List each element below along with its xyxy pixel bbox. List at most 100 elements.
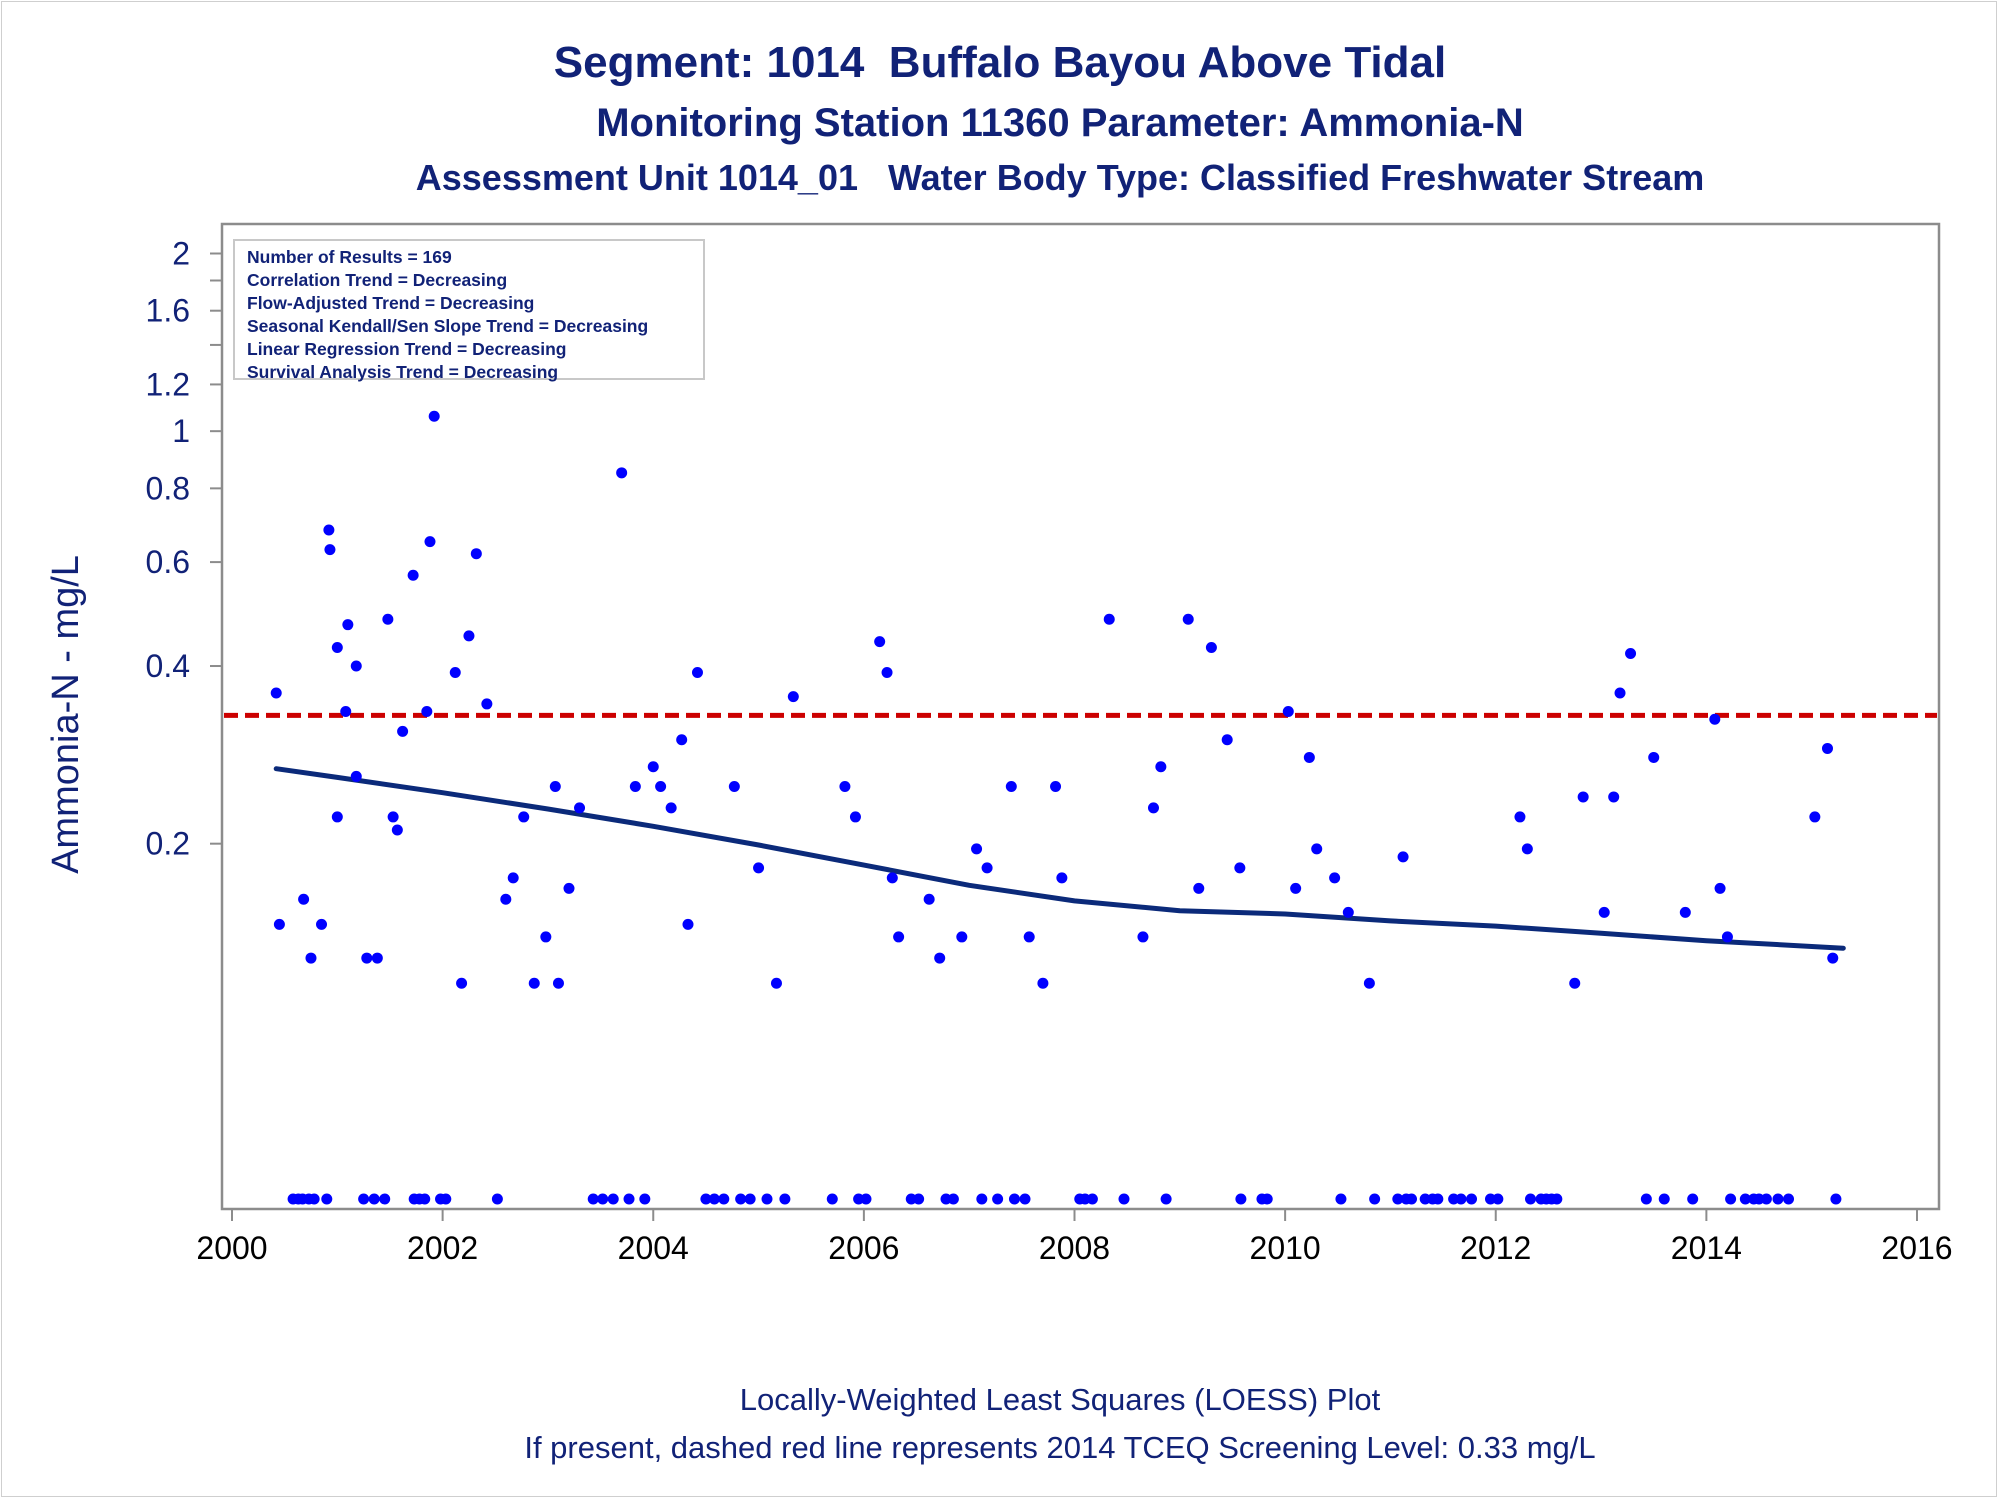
- data-point: [1608, 791, 1620, 803]
- data-point: [753, 862, 765, 874]
- data-point: [273, 918, 285, 930]
- data-point: [981, 862, 993, 874]
- data-point: [449, 667, 461, 679]
- y-tick-label: 1.6: [146, 293, 190, 329]
- data-point: [787, 691, 799, 703]
- censored-data-point: [913, 1193, 925, 1205]
- data-point: [1514, 811, 1526, 823]
- data-point: [324, 544, 336, 556]
- data-point: [1182, 613, 1194, 625]
- censored-data-point: [1008, 1193, 1020, 1205]
- censored-data-point: [1783, 1193, 1795, 1205]
- censored-data-point: [779, 1193, 791, 1205]
- x-tick-label: 2008: [1039, 1230, 1110, 1266]
- stats-line-results: Number of Results = 169: [247, 247, 452, 267]
- censored-data-point: [1739, 1193, 1751, 1205]
- data-point: [647, 761, 659, 773]
- censored-data-point: [744, 1193, 756, 1205]
- data-point: [1193, 882, 1205, 894]
- data-point: [934, 952, 946, 964]
- data-point: [1155, 761, 1167, 773]
- censored-data-point: [491, 1193, 503, 1205]
- data-point: [481, 698, 493, 710]
- data-point: [270, 687, 282, 699]
- censored-data-point: [1640, 1193, 1652, 1205]
- y-tick-label: 0.4: [146, 648, 190, 684]
- data-point: [1569, 977, 1581, 989]
- censored-data-point: [1235, 1193, 1247, 1205]
- stats-line-survival-analysis: Survival Analysis Trend = Decreasing: [247, 362, 559, 382]
- data-point: [1290, 882, 1302, 894]
- censored-data-point: [708, 1193, 720, 1205]
- censored-data-point: [419, 1193, 431, 1205]
- censored-data-point: [1760, 1193, 1772, 1205]
- censored-data-point: [1392, 1193, 1404, 1205]
- x-tick-label: 2006: [828, 1230, 899, 1266]
- censored-data-point: [1466, 1193, 1478, 1205]
- censored-data-point: [1525, 1193, 1537, 1205]
- censored-data-point: [321, 1193, 333, 1205]
- data-point: [770, 977, 782, 989]
- stats-line-seasonal-kendall: Seasonal Kendall/Sen Slope Trend = Decre…: [247, 316, 649, 336]
- censored-data-point: [1019, 1193, 1031, 1205]
- x-tick-label: 2014: [1671, 1230, 1742, 1266]
- data-point: [340, 705, 352, 717]
- data-point: [421, 705, 433, 717]
- data-point: [316, 918, 328, 930]
- data-point: [549, 780, 561, 792]
- data-point: [1103, 613, 1115, 625]
- data-point: [665, 802, 677, 814]
- plot-area: [220, 222, 1941, 1211]
- data-point: [886, 872, 898, 884]
- data-point: [616, 467, 628, 479]
- data-point: [682, 918, 694, 930]
- censored-data-point: [1492, 1193, 1504, 1205]
- data-point: [323, 524, 335, 536]
- data-point: [1282, 705, 1294, 717]
- data-point: [371, 952, 383, 964]
- data-point: [361, 952, 373, 964]
- data-point: [881, 667, 893, 679]
- x-tick-label: 2000: [196, 1230, 267, 1266]
- chart-title: Segment: 1014 Buffalo Bayou Above Tidal: [553, 38, 1447, 87]
- data-point: [1721, 931, 1733, 943]
- data-point: [893, 931, 905, 943]
- data-point: [1056, 872, 1068, 884]
- data-point: [463, 630, 475, 642]
- stats-box: Number of Results = 169 Correlation Tren…: [233, 239, 705, 382]
- censored-data-point: [1086, 1193, 1098, 1205]
- data-point: [342, 619, 354, 631]
- data-point: [500, 893, 512, 905]
- censored-data-point: [761, 1193, 773, 1205]
- data-point: [1342, 906, 1354, 918]
- data-point: [1521, 843, 1533, 855]
- censored-data-point: [1406, 1193, 1417, 1205]
- data-point: [1648, 751, 1660, 763]
- censored-data-point: [440, 1193, 452, 1205]
- chart-subtitle-2: Assessment Unit 1014_01 Water Body Type:…: [415, 157, 1705, 198]
- data-point: [1234, 862, 1246, 874]
- data-point: [1005, 780, 1017, 792]
- censored-data-point: [639, 1193, 651, 1205]
- censored-data-point: [947, 1193, 959, 1205]
- y-tick-label: 0.8: [146, 470, 190, 506]
- data-point: [397, 725, 409, 737]
- data-point: [1037, 977, 1049, 989]
- data-point: [691, 667, 703, 679]
- x-tick-label: 2004: [618, 1230, 689, 1266]
- data-point: [923, 893, 935, 905]
- censored-data-point: [1160, 1193, 1172, 1205]
- data-point: [331, 811, 343, 823]
- data-point: [655, 780, 667, 792]
- censored-data-point: [1830, 1193, 1842, 1205]
- censored-data-point: [1432, 1193, 1444, 1205]
- censored-data-point: [976, 1193, 988, 1205]
- footnote-screening: If present, dashed red line represents 2…: [524, 1430, 1596, 1465]
- x-tick-label: 2012: [1460, 1230, 1531, 1266]
- censored-data-point: [308, 1193, 320, 1205]
- data-point: [382, 613, 394, 625]
- y-tick-label: 2: [172, 236, 190, 272]
- y-axis-label: Ammonia-N - mg/L: [45, 555, 87, 874]
- y-tick-label: 1: [172, 413, 190, 449]
- censored-data-point: [1772, 1193, 1784, 1205]
